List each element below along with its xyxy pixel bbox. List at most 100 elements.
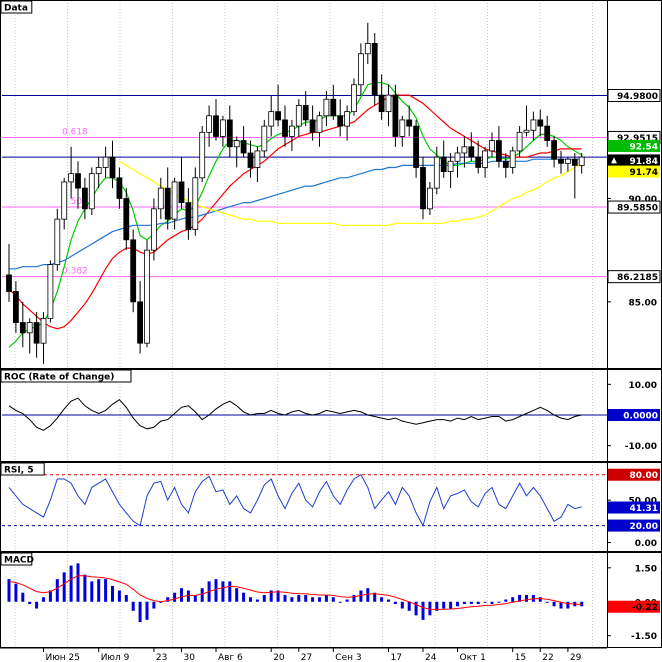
candle-body (288, 125, 295, 137)
moving-average-line (8, 94, 582, 330)
candle-body (558, 158, 564, 164)
candle (75, 161, 81, 209)
panel-title-box (0, 0, 33, 14)
x-tick-label: 24 (425, 653, 437, 662)
candle (571, 152, 578, 199)
candle (502, 152, 509, 178)
candle (199, 126, 206, 182)
macd-bar (456, 601, 459, 607)
value-tag: -0.22 (608, 600, 660, 613)
candle (413, 119, 420, 178)
candle (482, 146, 489, 178)
candle-body (199, 131, 206, 179)
candle (392, 84, 399, 147)
candle (364, 22, 371, 65)
macd-bar (469, 601, 473, 605)
macd-bar (145, 601, 149, 620)
y-tick-label: 10.00 (629, 381, 657, 391)
candle (489, 132, 495, 158)
candle-body (26, 322, 33, 334)
macd-bar (138, 601, 142, 623)
macd-bar (449, 601, 453, 609)
candle-body (268, 111, 275, 127)
macd-bar (483, 601, 487, 603)
candle-body (219, 119, 226, 137)
macd-bar (255, 599, 259, 602)
level-tag-bg (608, 409, 660, 421)
candle (454, 146, 461, 178)
candle-body (82, 187, 88, 210)
candle-body (109, 156, 116, 179)
candle (357, 43, 364, 96)
macd-bar (311, 597, 315, 602)
candle (351, 78, 357, 116)
candle (433, 146, 440, 195)
macd-bar (276, 590, 280, 602)
value-tag-bg (608, 165, 660, 178)
candle-body (406, 119, 413, 127)
candle (12, 281, 19, 333)
panel-title: ROC (Rate of Change) (4, 373, 114, 383)
candle (426, 181, 433, 216)
candle-body (144, 249, 150, 344)
candle (157, 177, 164, 220)
x-tick-label: 15 (515, 653, 526, 662)
candle (344, 105, 351, 141)
macd-bar (42, 597, 45, 602)
macd-bar (462, 601, 466, 605)
candle-body (33, 322, 40, 344)
candle-body (302, 105, 309, 121)
macd-bar (290, 597, 294, 602)
level-tag-text: 80.00 (630, 471, 658, 481)
candle (378, 74, 385, 120)
candle (495, 126, 502, 168)
macd-bar (366, 588, 370, 602)
value-tag-text: 92.54 (630, 142, 658, 152)
y-tick-label: 1.50 (635, 564, 657, 574)
candle (185, 188, 192, 240)
candle (240, 126, 247, 158)
macd-bar (242, 592, 246, 602)
macd-bar (345, 599, 349, 602)
macd-bar (421, 601, 425, 620)
macd-bar (318, 597, 321, 602)
indicator-line (8, 473, 582, 527)
candle (565, 157, 571, 172)
macd-bar (414, 601, 418, 616)
macd-bar (352, 594, 356, 602)
candle-body (19, 322, 26, 334)
x-tick-label: 30 (184, 653, 196, 662)
candle-body (509, 150, 516, 168)
macd-bar (221, 581, 225, 602)
level-tag-bg (607, 270, 661, 284)
candle-body (282, 119, 288, 137)
candle (102, 146, 109, 178)
candle-body (371, 43, 378, 96)
indicator-line (8, 397, 582, 431)
macd-bar (83, 574, 87, 602)
macd-bar (235, 588, 239, 602)
candle-body (185, 202, 192, 230)
macd-bar (338, 601, 342, 603)
macd-bar (373, 592, 377, 602)
candle-body (378, 94, 385, 113)
macd-bar (111, 585, 114, 602)
candle-body (116, 177, 123, 199)
candle (516, 126, 523, 158)
level-tag-bg (607, 89, 661, 103)
candle (282, 105, 288, 147)
macd-bar (35, 601, 39, 609)
panel-title: Data (4, 4, 28, 14)
level-tag-text: 20.00 (630, 522, 658, 532)
macd-bar (428, 601, 432, 616)
value-tag: 91.84 (608, 154, 660, 167)
macd-bar (490, 601, 494, 605)
candle (95, 157, 102, 189)
candle-body (392, 94, 399, 137)
candle-body (461, 146, 468, 154)
macd-bar (214, 579, 218, 602)
macd-bar (173, 592, 177, 602)
candle-body (261, 125, 268, 152)
candle-body (351, 84, 357, 113)
macd-bar (559, 601, 563, 609)
